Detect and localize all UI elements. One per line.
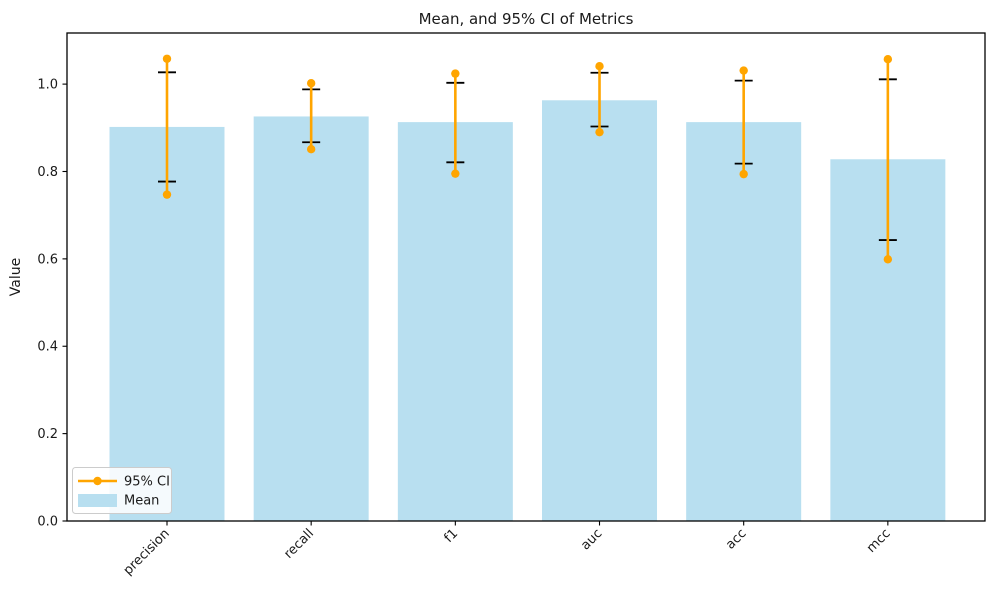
errorbar-marker-high-recall [306, 79, 316, 88]
errorbar-marker-high-precision [162, 54, 172, 63]
legend: 95% CI Mean [72, 467, 172, 514]
bar-f1 [397, 122, 513, 521]
errorbar-marker-high-mcc [883, 55, 893, 64]
errorbar-marker-high-auc [595, 62, 604, 71]
legend-ci-marker-icon [93, 476, 102, 486]
bar-auc [542, 100, 658, 521]
legend-label-mean: Mean [124, 494, 159, 509]
errorbar-marker-low-f1 [451, 169, 460, 178]
legend-mean-patch [78, 494, 117, 507]
bar-acc [686, 122, 802, 521]
errorbar-marker-low-mcc [883, 255, 893, 264]
x-tick-label: f1 [441, 526, 461, 546]
errorbar-marker-high-acc [739, 66, 748, 75]
y-tick-label: 0.2 [37, 427, 58, 442]
y-tick-label: 0.6 [37, 252, 58, 267]
y-axis-label: Value [8, 258, 24, 296]
plot-area: 0.0 0.2 0.4 0.6 0.8 1.0 precision recall f1 auc ac… [37, 32, 986, 578]
y-tick-label: 1.0 [37, 78, 58, 93]
y-tick-label: 0.4 [37, 340, 58, 355]
x-tick-label: mcc [864, 526, 894, 556]
y-tick-label: 0.0 [37, 515, 58, 530]
x-tick-label: acc [723, 526, 749, 552]
errorbar-marker-low-acc [739, 169, 748, 179]
x-tick-label: auc [578, 526, 605, 553]
x-tick-label: recall [281, 526, 317, 562]
errorbar-marker-low-precision [162, 190, 172, 199]
chart-title: Mean, and 95% CI of Metrics [419, 10, 634, 28]
errorbar-marker-low-recall [306, 145, 316, 154]
errorbar-marker-high-f1 [451, 69, 460, 78]
y-tick-label: 0.8 [37, 165, 58, 180]
errorbar-marker-low-auc [595, 127, 604, 137]
x-tick-label: precision [121, 526, 173, 578]
legend-label-ci: 95% CI [124, 475, 170, 490]
bar-recall [253, 116, 369, 521]
axes-frame [66, 32, 986, 522]
